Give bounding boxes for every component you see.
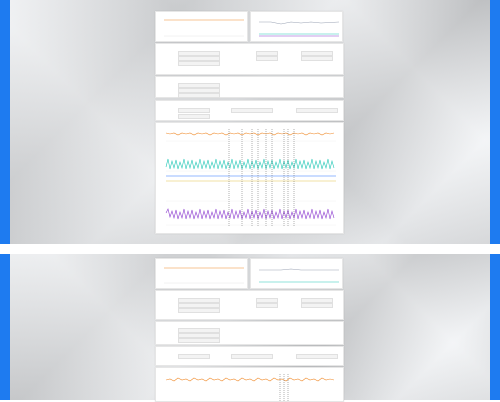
mini-chart-right — [259, 268, 339, 283]
info-field-5 — [256, 56, 278, 61]
card-params — [155, 100, 344, 121]
card-chart-small-right — [250, 11, 343, 42]
card-config — [155, 76, 344, 98]
series-orange — [165, 377, 335, 382]
mini-chart-left — [164, 19, 244, 37]
config-field-3 — [178, 338, 220, 343]
info-field-7 — [301, 303, 333, 308]
info-field-3 — [178, 308, 220, 313]
param-field-4 — [178, 114, 210, 119]
chart-grid — [166, 140, 336, 226]
card-info — [155, 290, 344, 320]
param-field-3 — [296, 354, 338, 359]
config-field-2 — [178, 88, 220, 93]
card-main-chart — [155, 122, 344, 234]
param-field-2 — [231, 354, 273, 359]
config-field-1 — [178, 328, 220, 333]
param-field-3 — [296, 108, 338, 113]
info-field-6 — [301, 298, 333, 303]
series-teal — [165, 158, 335, 170]
config-field-1 — [178, 83, 220, 88]
card-main-chart — [155, 367, 344, 402]
main-chart — [165, 374, 335, 401]
card-chart-small-left — [155, 258, 248, 289]
event-markers — [228, 129, 295, 227]
param-field-2 — [231, 108, 273, 113]
info-field-3 — [178, 61, 220, 66]
info-field-5 — [256, 303, 278, 308]
info-field-2 — [178, 303, 220, 308]
card-info — [155, 43, 344, 75]
info-field-4 — [256, 51, 278, 56]
main-chart — [165, 129, 336, 227]
info-field-4 — [256, 298, 278, 303]
series-line-gray — [259, 268, 339, 271]
mini-chart-right — [259, 21, 340, 37]
info-field-6 — [301, 51, 333, 56]
card-chart-small-left — [155, 11, 248, 42]
config-field-3 — [178, 93, 220, 98]
info-field-2 — [178, 56, 220, 61]
param-field-1 — [178, 108, 210, 113]
mini-chart-left — [164, 267, 244, 284]
info-field-7 — [301, 56, 333, 61]
card-chart-small-right — [250, 258, 343, 289]
card-config — [155, 321, 344, 345]
card-params — [155, 346, 344, 366]
series-orange — [165, 132, 335, 136]
event-markers — [279, 374, 289, 401]
series-line-gray — [259, 21, 340, 25]
info-field-1 — [178, 51, 220, 56]
param-field-1 — [178, 354, 210, 359]
config-field-2 — [178, 333, 220, 338]
series-purple — [165, 208, 335, 220]
info-field-1 — [178, 298, 220, 303]
